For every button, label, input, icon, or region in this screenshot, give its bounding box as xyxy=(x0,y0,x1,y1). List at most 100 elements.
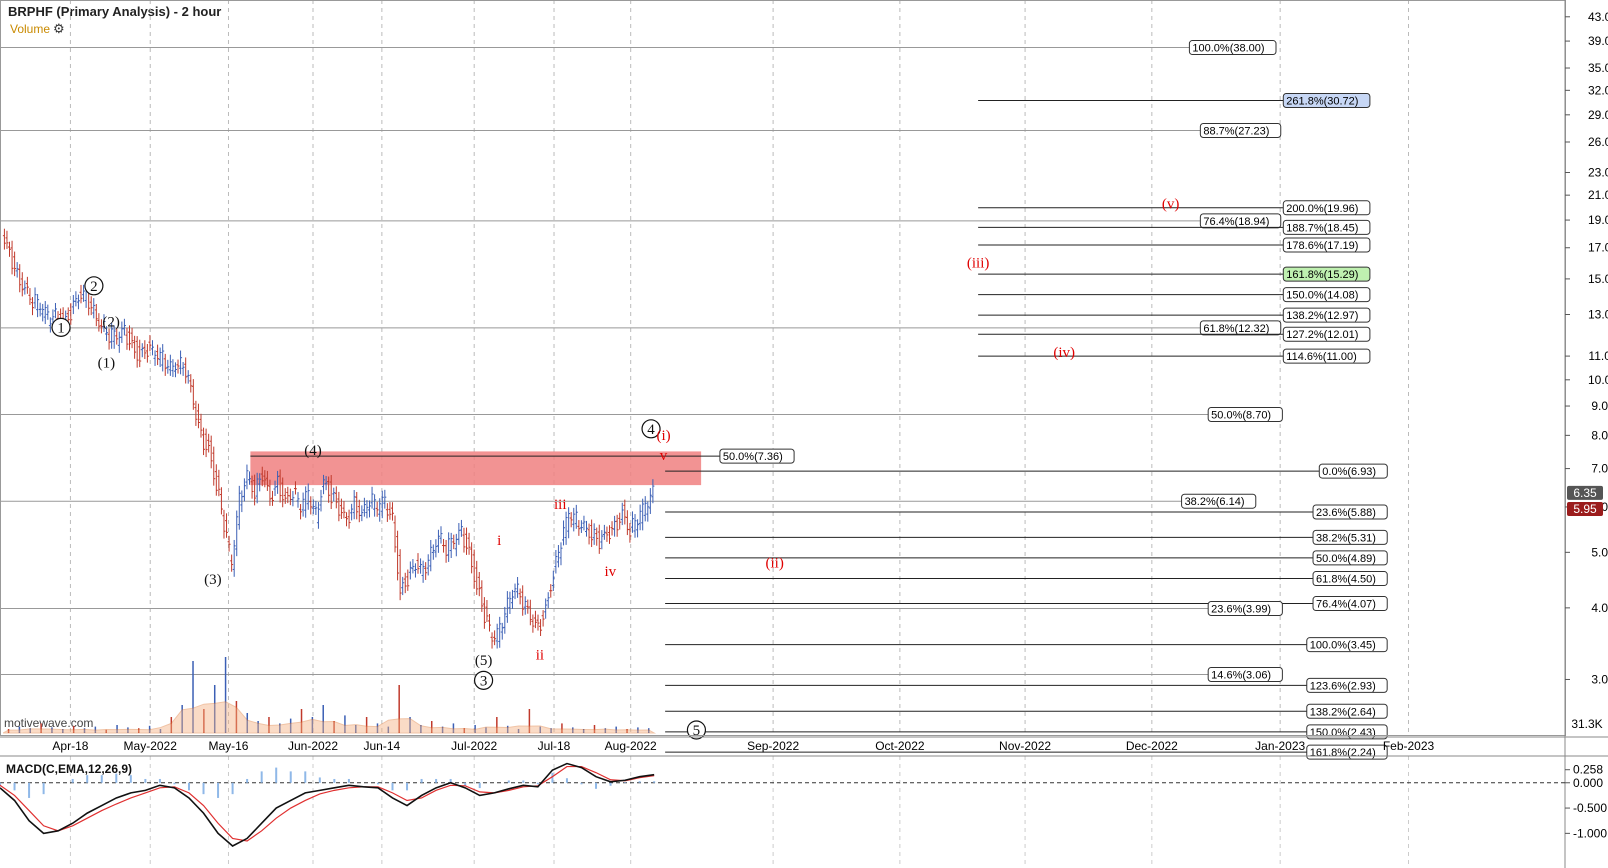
y-tick-label: 7.00 xyxy=(1591,462,1608,476)
y-tick-label: 10.00 xyxy=(1588,373,1608,387)
wave-circle xyxy=(686,720,707,740)
gear-icon[interactable]: ⚙ xyxy=(53,21,65,36)
x-tick-label: Dec-2022 xyxy=(1126,739,1178,753)
y-tick-label: 23.00 xyxy=(1588,166,1608,180)
watermark: motivewave.com xyxy=(4,716,94,730)
fib-label-box xyxy=(1312,571,1388,587)
fib-label-box xyxy=(1306,677,1388,693)
fib-label: 61.8%(4.50) xyxy=(1316,574,1376,586)
fib-label: 200.0%(19.96) xyxy=(1286,203,1358,215)
volume-bars xyxy=(2,657,657,734)
x-tick-label: Jul-2022 xyxy=(451,739,497,753)
fib-label: 150.0%(14.08) xyxy=(1286,290,1358,302)
wave-circle xyxy=(473,670,494,690)
fib-label: 100.0%(3.45) xyxy=(1310,640,1376,652)
fib-label-box xyxy=(1282,348,1371,364)
resistance-box xyxy=(250,451,702,486)
fib-label-box xyxy=(1312,529,1388,545)
volume-ma-area xyxy=(2,701,657,734)
wave-label: v xyxy=(660,448,668,464)
fib-label: 76.4%(18.94) xyxy=(1203,216,1269,228)
x-tick-label: Jun-2022 xyxy=(288,739,338,753)
y-tick-label: 32.00 xyxy=(1588,83,1608,97)
wave-label: i xyxy=(497,533,501,549)
fib-label: 23.6%(3.99) xyxy=(1211,603,1271,615)
x-tick-label: Jul-18 xyxy=(538,739,571,753)
fib-label: 188.7%(18.45) xyxy=(1286,222,1358,234)
fib-label: 0.0%(6.93) xyxy=(1322,466,1376,478)
wave-label: (2) xyxy=(102,314,120,330)
grid xyxy=(69,0,1409,866)
y-tick-label: 17.00 xyxy=(1588,241,1608,255)
fib-label: 50.0%(7.36) xyxy=(723,451,783,463)
fib-label: 88.7%(27.23) xyxy=(1203,125,1269,137)
fib-label: 76.4%(4.07) xyxy=(1316,599,1376,611)
x-tick-label: Nov-2022 xyxy=(999,739,1051,753)
y-tick-label: 8.00 xyxy=(1591,428,1608,442)
y-tick-label: 3.00 xyxy=(1591,672,1608,686)
chart-title: BRPHF (Primary Analysis) - 2 hour xyxy=(8,4,222,19)
macd-line xyxy=(0,762,655,847)
fib-label-box xyxy=(1312,550,1388,566)
macd-label: MACD(C,EMA,12,26,9) xyxy=(6,762,133,776)
price-frame xyxy=(0,0,1566,736)
fib-label-box xyxy=(1199,122,1282,138)
fib-label: 114.6%(11.00) xyxy=(1286,351,1357,363)
fib-label-box xyxy=(719,448,795,464)
price-tag: 6.35 xyxy=(1573,486,1597,500)
y-tick-label: 21.00 xyxy=(1588,188,1608,202)
wave-label: 2 xyxy=(90,279,98,295)
x-tick-label: Feb-2023 xyxy=(1383,739,1435,753)
fib-label-box xyxy=(1318,463,1388,479)
fib-label: 50.0%(4.89) xyxy=(1316,553,1376,565)
price-candles xyxy=(2,228,655,649)
y-tick-label: 43.00 xyxy=(1588,10,1608,24)
y-tick-label: 19.00 xyxy=(1588,213,1608,227)
volume-label[interactable]: Volume xyxy=(10,22,51,36)
fib-label-box xyxy=(1181,493,1257,509)
y-tick-label: 13.00 xyxy=(1588,308,1608,322)
fib-label: 261.8%(30.72) xyxy=(1286,95,1358,107)
fib-label-box xyxy=(1188,40,1277,56)
fib-label-box xyxy=(1282,92,1371,108)
fib-label-box xyxy=(1207,667,1283,683)
x-tick-label: Sep-2022 xyxy=(747,739,799,753)
price-tag-box xyxy=(1567,485,1603,500)
fib-label-box xyxy=(1306,637,1388,653)
wave-label: (ii) xyxy=(766,556,784,572)
fib-label: 100.0%(38.00) xyxy=(1192,43,1264,55)
wave-label: (5) xyxy=(475,653,493,669)
y-tick-label: 39.00 xyxy=(1588,34,1608,48)
wave-label: 4 xyxy=(647,422,655,438)
fib-label-box xyxy=(1282,237,1371,253)
wave-label: 1 xyxy=(57,320,65,336)
fib-label-box xyxy=(1306,703,1388,719)
wave-label: 5 xyxy=(693,723,701,739)
x-tick-label: Jun-14 xyxy=(364,739,401,753)
fib-label: 14.6%(3.06) xyxy=(1211,670,1271,682)
wave-label: (iii) xyxy=(967,256,990,272)
wave-label: (iv) xyxy=(1053,345,1075,361)
fib-label-box xyxy=(1282,266,1371,282)
wave-circle xyxy=(51,317,71,337)
resistance-zone xyxy=(250,451,702,486)
x-tick-label: Apr-18 xyxy=(52,739,88,753)
fib-label-box xyxy=(1207,406,1283,422)
wave-label: (1) xyxy=(98,356,116,372)
y-tick-label: 29.00 xyxy=(1588,108,1608,122)
fib-label: 123.6%(2.93) xyxy=(1310,680,1376,692)
wave-label: 3 xyxy=(480,673,488,689)
wave-label: (3) xyxy=(204,572,222,588)
x-tick-label: Aug-2022 xyxy=(605,739,657,753)
macd-tick-label: -1.000 xyxy=(1573,826,1607,840)
fib-label: 23.6%(5.88) xyxy=(1316,507,1376,519)
wave-circle xyxy=(641,419,661,439)
volume-max-label: 31.3K xyxy=(1571,717,1602,731)
wave-label: (v) xyxy=(1162,197,1180,213)
wave-labels: 12(2)(1)(3)(4)(5)345iiiiiiiv(i)v(ii)(iii… xyxy=(51,197,1180,740)
fib-levels: 100.0%(38.00)261.8%(30.72)88.7%(27.23)20… xyxy=(0,40,1388,760)
fib-label: 138.2%(2.64) xyxy=(1310,706,1376,718)
